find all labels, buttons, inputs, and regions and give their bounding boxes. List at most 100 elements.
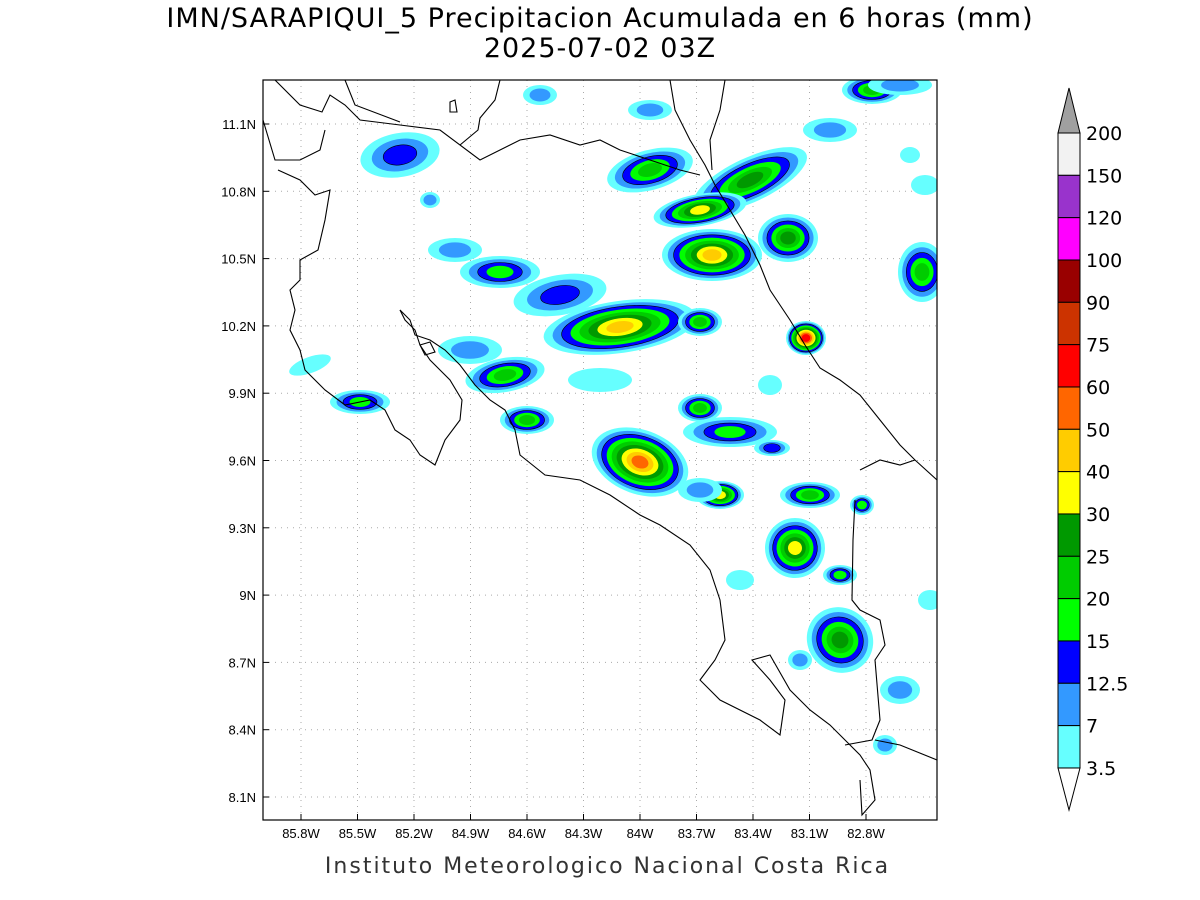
lon-tick-label: 83.7W — [678, 826, 716, 841]
colorbar-swatch — [1057, 471, 1081, 515]
rain-contour — [690, 205, 710, 215]
rain-contour — [636, 103, 664, 117]
colorbar-swatch — [1057, 174, 1081, 219]
rain-cell — [678, 394, 722, 422]
lat-tick-label: 10.2N — [221, 319, 256, 334]
rain-contour — [693, 317, 707, 327]
lon-tick-label: 82.8W — [847, 826, 885, 841]
rain-contour — [792, 653, 808, 667]
panama-border — [844, 499, 937, 761]
lon-tick-label: 85.5W — [339, 826, 377, 841]
colorbar-swatch — [1057, 555, 1081, 600]
rain-contour — [529, 88, 551, 102]
lon-tick-label: 83.4W — [734, 826, 772, 841]
rain-cell — [868, 80, 932, 95]
colorbar-label: 200 — [1086, 123, 1122, 145]
colorbar-over-arrow — [1057, 87, 1081, 134]
rain-contour — [914, 263, 930, 281]
colorbar-label: 20 — [1086, 589, 1110, 611]
colorbar-label: 7 — [1086, 716, 1098, 738]
map-title: IMN/SARAPIQUI_5 Precipitacion Acumulada … — [166, 3, 1034, 34]
colorbar-label: 30 — [1086, 504, 1110, 526]
rain-contour — [423, 194, 437, 206]
rain-cell — [880, 676, 920, 704]
rain-contour — [631, 455, 649, 469]
nicaragua-lake-shore — [274, 80, 701, 176]
rain-cell — [754, 440, 790, 456]
rain-cell — [765, 518, 825, 578]
colorbar-label: 3.5 — [1086, 758, 1116, 780]
rain-contour — [918, 590, 937, 610]
colorbar-swatch — [1057, 428, 1081, 473]
rain-cell — [900, 147, 920, 163]
colorbar-swatch — [1057, 725, 1081, 769]
rain-contour — [382, 144, 418, 166]
rain-cell — [898, 242, 937, 302]
rain-cell — [653, 192, 747, 228]
lat-tick-label: 9N — [239, 588, 256, 603]
colorbar-label: 50 — [1086, 419, 1110, 441]
rain-cell — [460, 256, 540, 288]
rain-cell — [568, 368, 632, 392]
colorbar-swatch — [1057, 386, 1081, 430]
colorbar-legend: 200 150 120 100 90 75 60 50 40 30 25 20 15 12.5 7 3.5 — [1057, 87, 1128, 812]
rain-cell — [513, 273, 607, 317]
rain-cell — [873, 735, 897, 755]
rain-contour — [736, 171, 764, 189]
colorbar-label: 25 — [1086, 546, 1110, 568]
colorbar-label: 40 — [1086, 462, 1110, 484]
rain-contour — [451, 341, 489, 359]
lat-tick-label: 9.9N — [229, 386, 256, 401]
rain-contour — [486, 265, 514, 279]
rain-contour — [714, 426, 746, 438]
rain-contour — [686, 482, 714, 498]
lat-tick-label: 9.3N — [229, 521, 256, 536]
lon-tick-label: 85.2W — [395, 826, 433, 841]
rain-cell — [911, 175, 937, 195]
rain-contour — [540, 285, 580, 305]
pacific-coast-north — [263, 119, 463, 466]
lon-tick-label: 84.6W — [508, 826, 546, 841]
rain-contour — [568, 368, 632, 392]
rain-cell — [780, 482, 840, 508]
rain-contour — [606, 320, 634, 334]
rain-contour — [289, 354, 331, 376]
map-frame — [262, 79, 938, 821]
colorbar-label: 120 — [1086, 208, 1122, 230]
colorbar-swatch — [1057, 682, 1081, 727]
lat-tick-label: 10.5N — [221, 252, 256, 267]
rain-contour — [493, 369, 517, 381]
latitude-axis: 11.1N 10.8N 10.5N 10.2N 9.9N 9.6N 9.3N 9N 8.7N 8.… — [221, 117, 269, 805]
lat-tick-label: 8.7N — [229, 655, 256, 670]
colorbar-swatch — [1057, 259, 1081, 303]
colorbar-swatch — [1057, 344, 1081, 388]
colorbar-swatch — [1057, 301, 1081, 346]
rain-contour — [900, 147, 920, 163]
rain-cell — [420, 192, 440, 208]
colorbar-label: 15 — [1086, 631, 1110, 653]
colorbar-label: 12.5 — [1086, 673, 1128, 695]
rain-contour — [518, 415, 536, 425]
rain-contour — [833, 570, 847, 580]
colorbar-swatch — [1057, 598, 1081, 642]
colorbar-swatch — [1057, 513, 1081, 557]
rain-cell — [591, 427, 689, 497]
rain-contour — [758, 375, 782, 395]
rain-cell — [678, 478, 722, 502]
rain-cell — [806, 607, 874, 673]
rain-cell — [683, 417, 777, 447]
rain-cell — [360, 132, 440, 178]
lat-tick-label: 11.1N — [222, 117, 256, 132]
nicaragua-border — [344, 80, 501, 146]
rain-contour — [831, 631, 849, 649]
rain-cell — [662, 229, 762, 281]
rain-cell — [428, 238, 482, 262]
lat-tick-label: 8.1N — [229, 790, 256, 805]
rain-contour — [801, 490, 819, 500]
colorbar-label: 150 — [1086, 165, 1122, 187]
rain-contour — [788, 541, 802, 555]
rain-cell — [465, 356, 545, 394]
rain-cell — [523, 85, 557, 105]
rain-contour — [638, 163, 662, 177]
